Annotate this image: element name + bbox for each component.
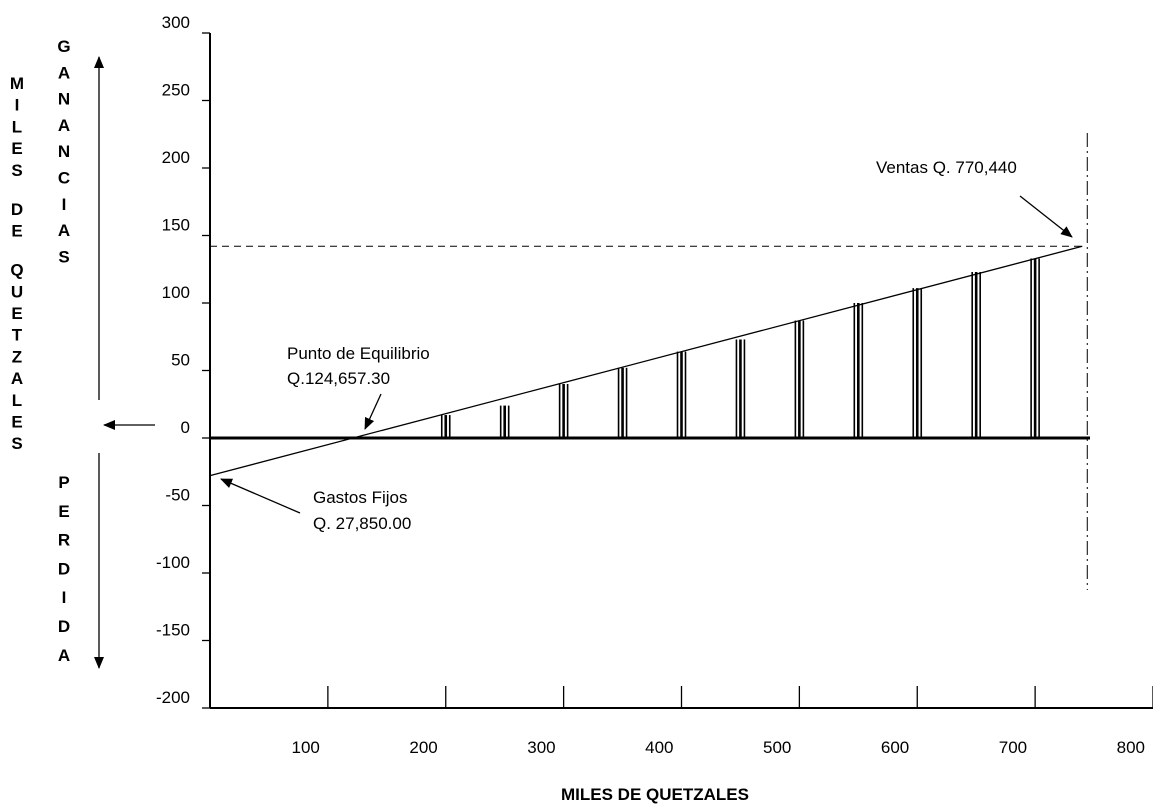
vertical-letter: S [11, 161, 22, 180]
vertical-letter: A [58, 116, 70, 135]
profit-bar [971, 271, 981, 438]
vertical-letter: D [58, 559, 70, 578]
vertical-letter: L [12, 391, 22, 410]
vertical-letter: M [10, 74, 24, 93]
vertical-letter: Z [12, 347, 22, 366]
vertical-letter: I [15, 96, 20, 115]
vertical-letter: A [58, 221, 70, 240]
vertical-letter: I [62, 195, 67, 214]
vertical-letter: E [11, 139, 22, 158]
sales-annotation-arrow [1019, 195, 1073, 238]
profit-line [209, 245, 1083, 477]
vertical-letter: D [58, 617, 70, 636]
vertical-letter: R [58, 531, 70, 550]
vertical-letter: E [11, 304, 22, 323]
vertical-letter: T [12, 326, 23, 345]
vertical-letter: E [58, 502, 69, 521]
profit-bar [912, 288, 923, 438]
x-tick-label: 400 [645, 738, 673, 757]
vertical-letter: S [58, 247, 69, 266]
y-tick-label: 50 [171, 351, 190, 370]
fixed-costs-value: Q. 27,850.00 [313, 514, 411, 533]
x-tick-label: 600 [881, 738, 909, 757]
vertical-letter: S [11, 434, 22, 453]
y-tick-label: 250 [162, 81, 190, 100]
vertical-letter: I [62, 588, 67, 607]
x-tick-label: 500 [763, 738, 791, 757]
x-ticks: 100 200 300 400 500 600 700 800 [292, 686, 1153, 757]
y-tick-label: -50 [165, 486, 190, 505]
vertical-letter: C [58, 169, 70, 188]
vertical-letter: U [11, 282, 23, 301]
fixed-costs-title: Gastos Fijos [313, 488, 407, 507]
x-tick-label: 200 [409, 738, 437, 757]
breakeven-value: Q.124,657.30 [287, 369, 390, 388]
y-tick-label: 300 [162, 13, 190, 32]
profit-bar [499, 405, 510, 438]
profit-bar [1030, 258, 1040, 438]
vertical-letter: L [12, 117, 22, 136]
breakeven-arrow [364, 393, 382, 430]
vertical-letter: E [11, 222, 22, 241]
vertical-letter: A [58, 646, 70, 665]
y-tick-label: -200 [156, 688, 190, 707]
vertical-letter: G [57, 37, 70, 56]
y-ticks: 300 250 200 150 100 50 0 -50 -100 -150 -200 [156, 13, 210, 709]
sales-annotation: Ventas Q. 770,440 [876, 158, 1017, 177]
vertical-letter: P [58, 473, 69, 492]
profit-bar [676, 351, 687, 438]
profit-bars [440, 258, 1040, 438]
vertical-letter: D [11, 200, 23, 219]
y-tick-label: -100 [156, 553, 190, 572]
profit-bar [558, 384, 569, 438]
vertical-letter: N [58, 142, 70, 161]
vertical-letter: A [58, 63, 70, 82]
x-tick-label: 700 [999, 738, 1027, 757]
x-tick-label: 100 [292, 738, 320, 757]
y-tick-label: -150 [156, 621, 190, 640]
profit-bar [735, 339, 746, 438]
y-tick-label: 100 [162, 283, 190, 302]
x-tick-label: 300 [527, 738, 555, 757]
vertical-letter: E [11, 413, 22, 432]
profit-bar [440, 415, 451, 438]
x-axis-title: MILES DE QUETZALES [561, 785, 749, 804]
profit-bar [853, 303, 864, 438]
y-tick-label: 150 [162, 216, 190, 235]
vertical-letter: A [11, 369, 23, 388]
vertical-letter: N [58, 90, 70, 109]
profit-bar [794, 320, 805, 438]
x-tick-label: 800 [1117, 738, 1145, 757]
breakeven-title: Punto de Equilibrio [287, 344, 430, 363]
fixed-costs-arrow [220, 478, 301, 514]
profit-bar [617, 367, 628, 438]
y-tick-label: 200 [162, 148, 190, 167]
y-tick-label: 0 [181, 418, 190, 437]
vertical-letter: Q [10, 261, 23, 280]
